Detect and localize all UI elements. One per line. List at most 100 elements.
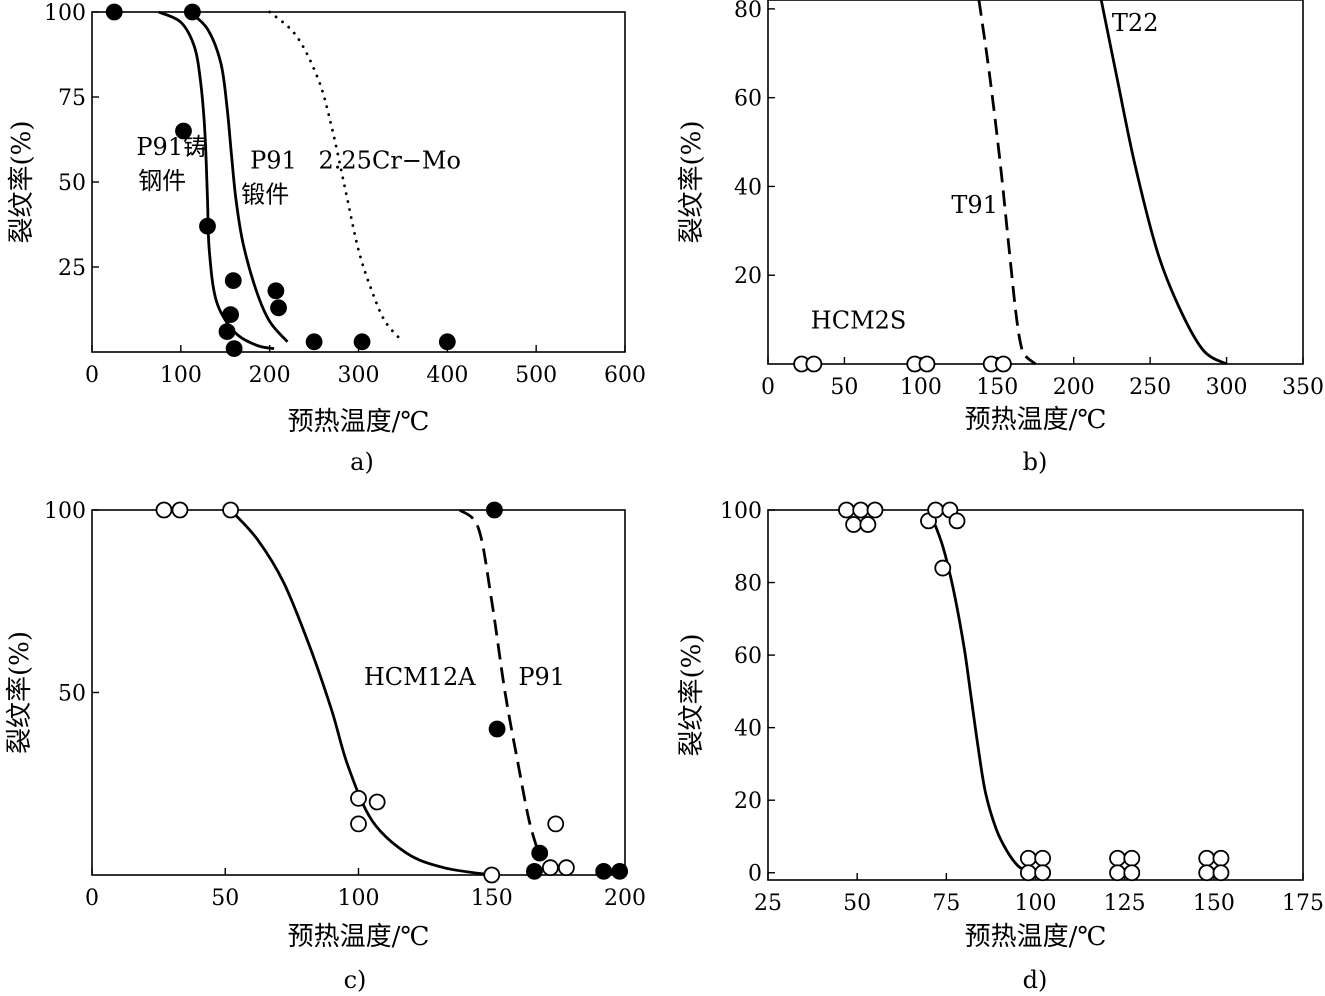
y-tick-label: 60 [734, 87, 762, 112]
y-tick-label: 75 [58, 86, 86, 111]
data-point-open [171, 501, 189, 519]
x-tick-label: 125 [1104, 891, 1146, 916]
data-point-open [1109, 864, 1126, 882]
y-axis-label: 裂纹率(%) [677, 121, 707, 244]
y-tick-label: 80 [734, 572, 762, 597]
curve-annotation: HCM2S [811, 306, 907, 334]
data-point-open [1019, 864, 1037, 882]
curve-annotation: 2.25Cr−Mo [319, 146, 461, 174]
x-tick-label: 100 [900, 375, 942, 400]
data-point-filled [225, 340, 243, 358]
y-tick-label: 100 [44, 1, 86, 26]
data-point-filled [183, 3, 201, 21]
x-tick-label: 300 [338, 363, 380, 388]
panel-caption: d) [1023, 966, 1048, 994]
x-tick-label: 200 [604, 886, 646, 911]
x-tick-label: 0 [761, 375, 775, 400]
x-tick-label: 0 [85, 886, 99, 911]
x-axis-label: 预热温度/℃ [288, 407, 430, 437]
data-point-open [557, 859, 575, 877]
data-point-open [934, 559, 952, 577]
data-point-open [547, 815, 565, 833]
x-tick-label: 150 [471, 886, 513, 911]
x-axis-label: 预热温度/℃ [965, 922, 1107, 952]
data-point-open [1123, 864, 1141, 882]
data-point-open [918, 355, 936, 373]
curve-annotation: P91 [250, 146, 297, 174]
x-axis-label: 预热温度/℃ [288, 922, 430, 952]
y-tick-label: 0 [748, 862, 762, 887]
curve-t22 [1099, 0, 1228, 366]
panel-caption: a) [350, 448, 374, 476]
x-tick-label: 100 [160, 363, 202, 388]
x-tick-label: 600 [604, 363, 646, 388]
data-point-open [541, 859, 559, 877]
y-tick-label: 20 [734, 789, 762, 814]
x-tick-label: 500 [515, 363, 557, 388]
x-tick-label: 75 [932, 891, 960, 916]
chart-panel-1: 0 100 200 300 400 500 600 100 75 50 25 预热温度/℃ 裂纹率(%)… [7, 1, 646, 476]
x-tick-label: 150 [1193, 891, 1235, 916]
data-point-open [1109, 849, 1126, 867]
data-point-filled [175, 122, 192, 140]
data-point-open [1123, 849, 1141, 867]
y-axis-label: 裂纹率(%) [677, 634, 707, 757]
curve-annotation: T91 [951, 191, 998, 219]
curve-annotation: 钢件 [138, 167, 186, 195]
data-point-filled [525, 862, 543, 880]
y-tick-label: 25 [58, 256, 86, 281]
data-point-open [927, 501, 945, 519]
curve-annotation: P91铸 [136, 133, 207, 161]
x-tick-label: 25 [754, 891, 782, 916]
data-point-open [1019, 849, 1037, 867]
y-tick-label: 50 [58, 682, 86, 707]
curve-t91 [977, 0, 1037, 366]
y-tick-label: 60 [734, 644, 762, 669]
data-point-filled [595, 862, 613, 880]
curve-series [930, 516, 1030, 874]
data-point-open [995, 355, 1012, 373]
x-tick-label: 350 [1282, 375, 1324, 400]
data-point-filled [218, 323, 236, 341]
data-point-open [368, 793, 386, 811]
x-tick-label: 300 [1206, 375, 1248, 400]
data-point-open [948, 512, 966, 530]
x-tick-label: 150 [976, 375, 1018, 400]
x-tick-label: 100 [338, 886, 380, 911]
data-point-open [350, 789, 367, 807]
chart-panel-2: 0 50 100 150 200 250 300 350 80 60 40 20 预热温度/℃ 裂纹率(%… [677, 0, 1324, 476]
curve-p91 [458, 508, 542, 858]
data-point-open [483, 866, 501, 884]
data-point-open [1198, 864, 1216, 882]
y-tick-label: 100 [44, 499, 86, 524]
data-point-open [1198, 849, 1216, 867]
data-point-filled [105, 3, 123, 21]
data-point-open [845, 516, 862, 533]
x-tick-label: 200 [1053, 375, 1095, 400]
data-point-filled [199, 217, 216, 235]
data-point-open [350, 815, 367, 833]
data-point-open [155, 501, 173, 519]
data-point-filled [305, 333, 323, 351]
y-axis-label: 裂纹率(%) [5, 631, 35, 754]
y-tick-label: 80 [734, 0, 762, 23]
data-point-open [852, 501, 870, 519]
data-point-open [1212, 864, 1230, 882]
y-tick-label: 40 [734, 175, 762, 200]
data-point-open [838, 501, 855, 519]
data-point-open [222, 501, 239, 519]
x-tick-label: 50 [211, 886, 239, 911]
curve-annotation: P91 [518, 663, 565, 691]
x-tick-label: 50 [830, 375, 858, 400]
data-point-open [1212, 849, 1230, 867]
data-point-filled [270, 299, 287, 317]
y-tick-label: 50 [58, 171, 86, 196]
y-tick-label: 20 [734, 264, 762, 289]
curve-p91- [188, 10, 289, 343]
data-point-filled [224, 272, 242, 290]
y-tick-label: 100 [720, 499, 762, 524]
chart-panel-4: 25 50 75 100 125 150 175 100 80 60 40 20 0 预热温度/℃ 裂纹率(… [677, 499, 1324, 994]
curve-annotation: T22 [1112, 9, 1159, 37]
data-point-filled [438, 333, 456, 351]
